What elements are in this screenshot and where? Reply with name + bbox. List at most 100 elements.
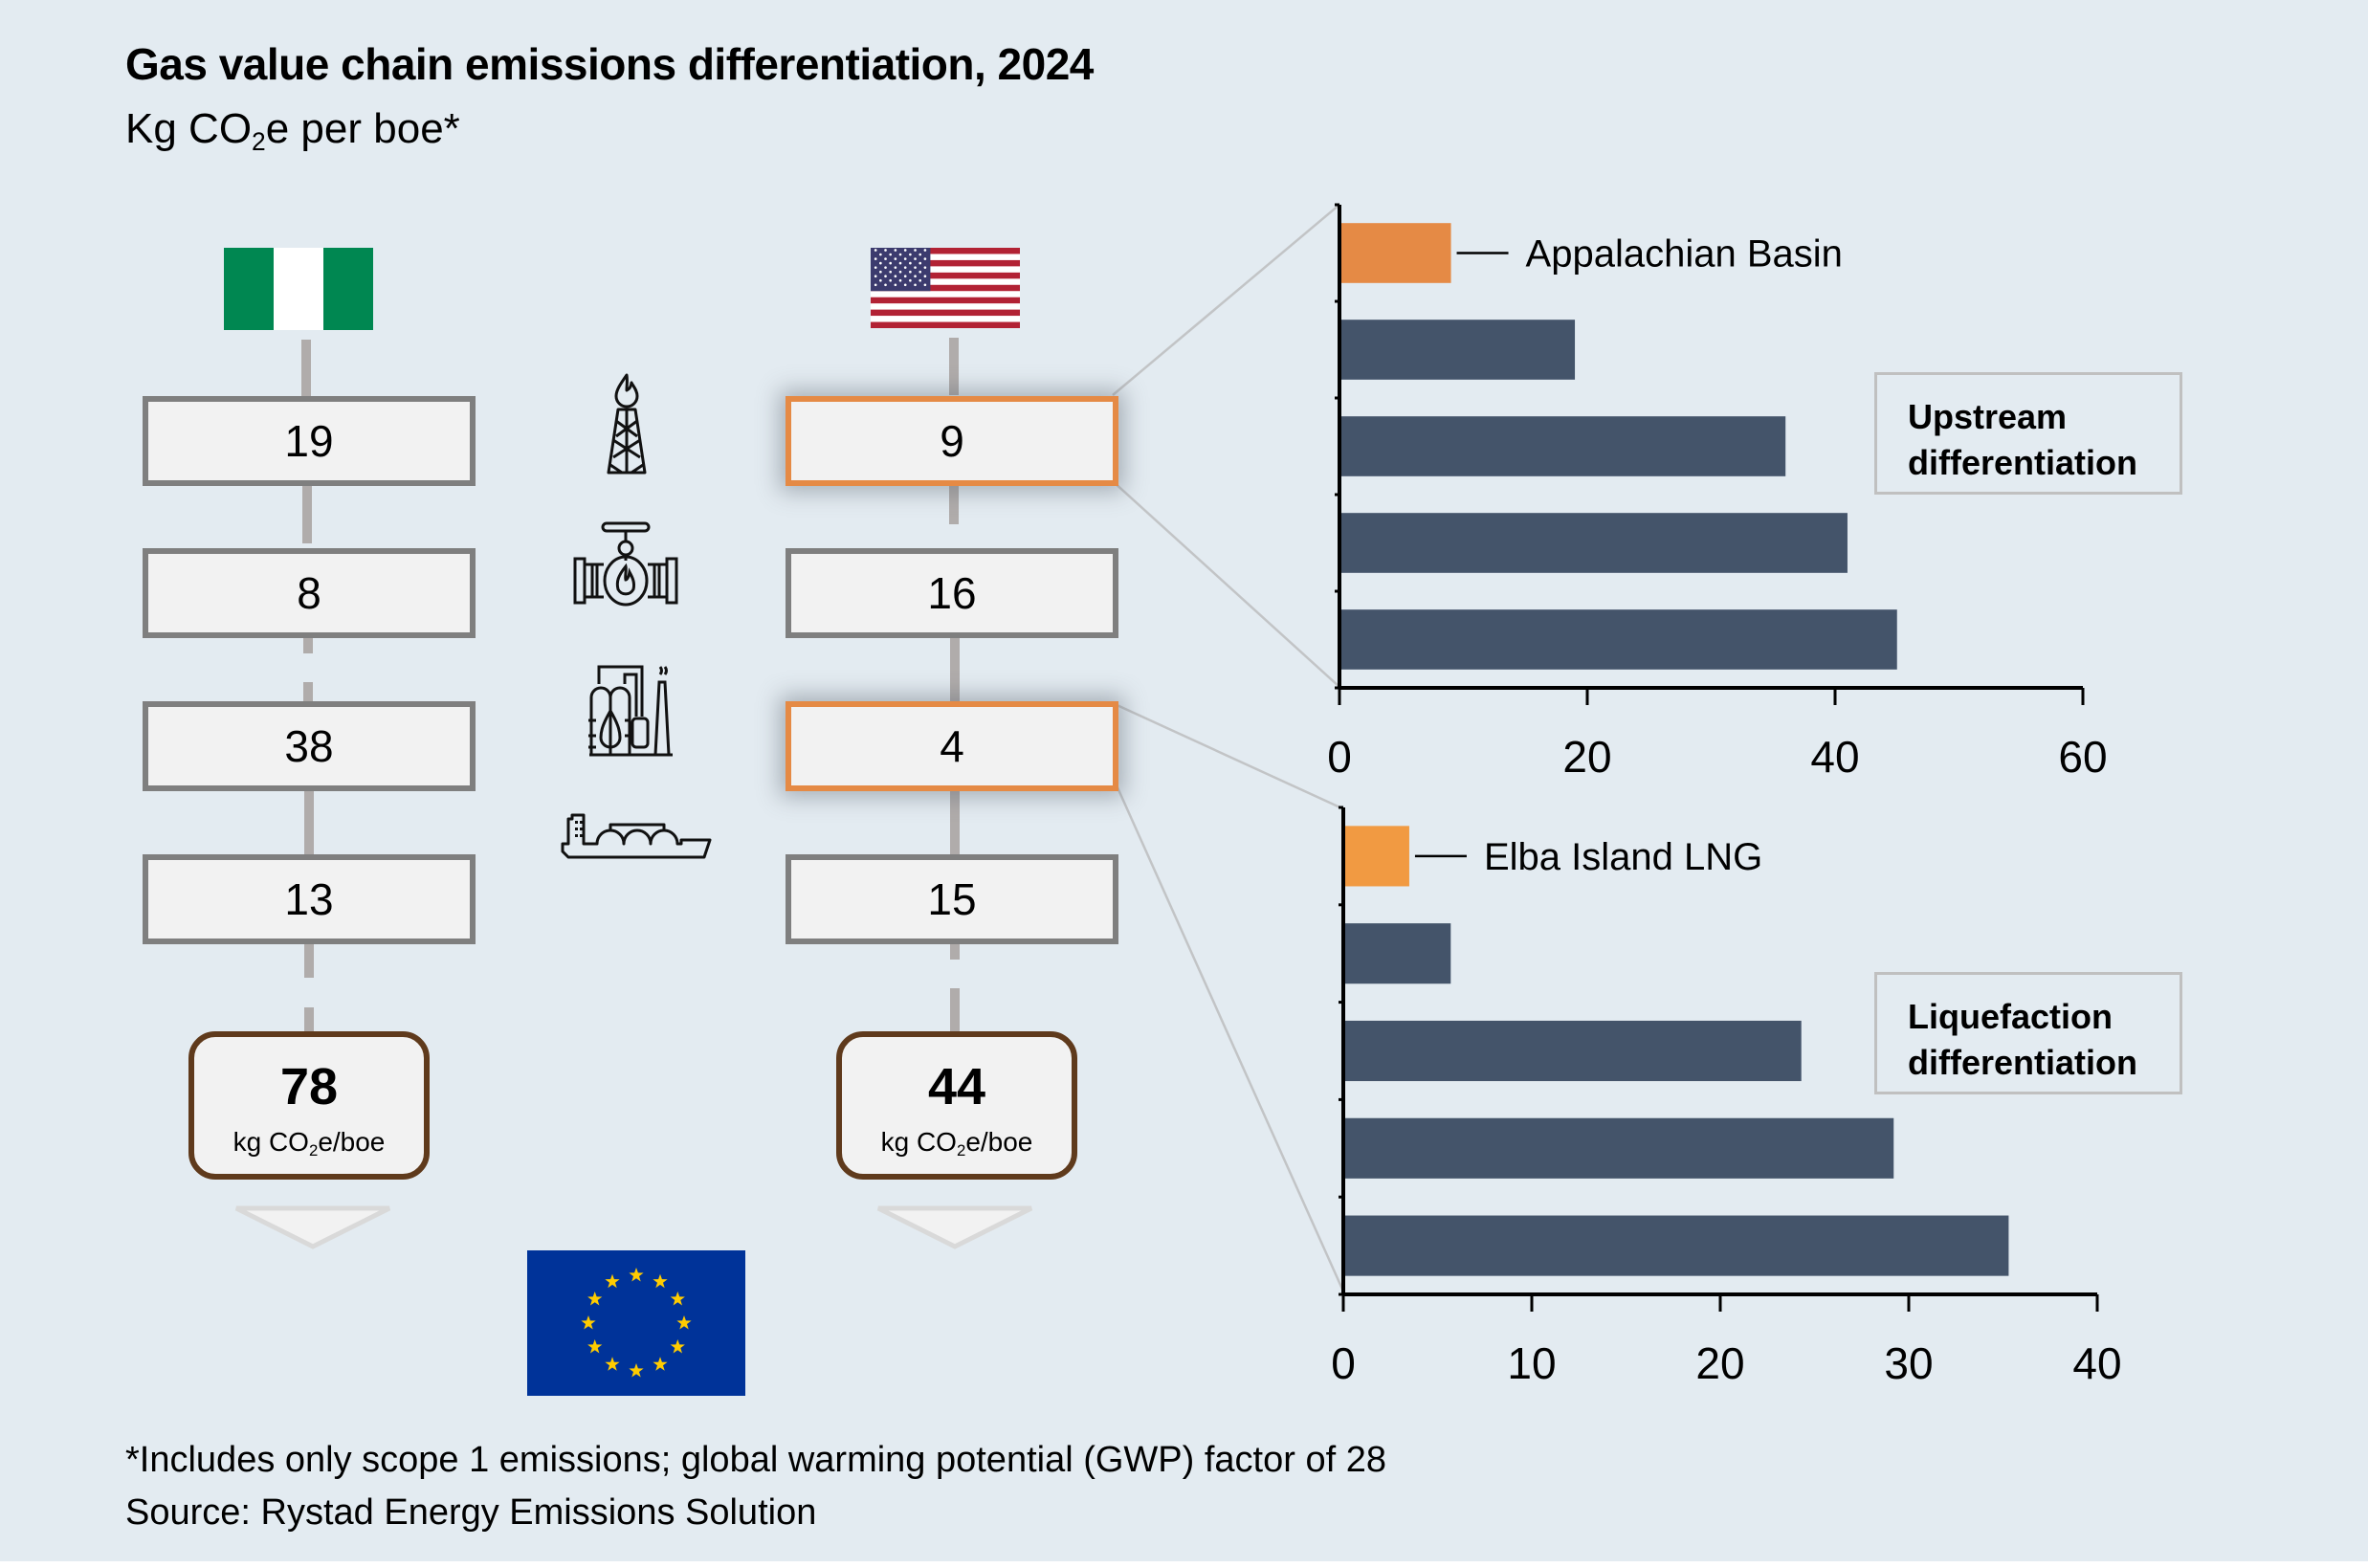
subtitle-subscript: 2	[252, 126, 266, 156]
bar	[1345, 923, 1451, 984]
x-tick-label: 10	[1507, 1338, 1556, 1388]
us-star	[923, 249, 927, 252]
us-star	[909, 278, 912, 282]
nigeria-connector	[304, 1007, 314, 1031]
us-total-value: 44	[927, 1058, 986, 1115]
us-star	[889, 253, 893, 256]
nigeria-total-box: 78 kg CO2e/boe	[188, 1031, 430, 1180]
us-star	[884, 283, 887, 287]
eu-star	[629, 1363, 644, 1378]
us-star	[914, 283, 917, 287]
us-star	[909, 270, 912, 274]
us-star	[914, 249, 917, 252]
us-star	[879, 261, 882, 265]
us-star	[914, 266, 917, 270]
nigeria-connector	[304, 791, 314, 854]
nigeria-total-value: 78	[279, 1058, 339, 1115]
highlighted-bar	[1345, 826, 1409, 887]
eu-star	[676, 1315, 692, 1330]
us-star	[898, 270, 902, 274]
liquefaction-differentiation-label: Liquefaction differentiation	[1874, 972, 2182, 1094]
nigeria-liquefaction-value: 38	[143, 701, 476, 791]
gas-rig-flare-icon	[607, 373, 647, 475]
bar	[1345, 1020, 1802, 1082]
us-star	[894, 275, 897, 278]
us-star	[874, 249, 877, 252]
x-tick-label: 0	[1327, 732, 1352, 782]
us-star	[918, 270, 922, 274]
us-star	[898, 253, 902, 256]
us-star	[918, 278, 922, 282]
nigeria-upstream-value: 19	[143, 396, 476, 486]
eu-star	[605, 1357, 620, 1371]
eu-star	[581, 1315, 596, 1330]
nigeria-connector	[304, 944, 314, 978]
source-note: Source: Rystad Energy Emissions Solution	[125, 1492, 817, 1533]
us-star	[894, 249, 897, 252]
upstream-connector-bottom	[1112, 480, 1340, 688]
bar	[1341, 513, 1848, 573]
us-star	[879, 253, 882, 256]
us-star	[874, 275, 877, 278]
us-connector	[949, 338, 959, 395]
x-tick-label: 60	[2058, 732, 2107, 782]
us-connector	[950, 638, 960, 701]
us-star	[884, 266, 887, 270]
subtitle-prefix: Kg CO	[125, 105, 253, 152]
us-star	[894, 266, 897, 270]
nigeria-flag	[224, 248, 373, 330]
us-star	[918, 253, 922, 256]
us-star	[923, 283, 927, 287]
us-star	[874, 283, 877, 287]
x-tick-label: 20	[1695, 1338, 1744, 1388]
nigeria-connector	[303, 638, 313, 653]
us-connector	[950, 944, 960, 960]
highlighted-bar	[1341, 223, 1451, 283]
us-star	[898, 261, 902, 265]
x-tick-label: 40	[2072, 1338, 2121, 1388]
us-liquefaction-value: 4	[786, 701, 1118, 791]
us-shipping-value: 15	[786, 854, 1118, 944]
us-star	[918, 261, 922, 265]
us-star	[879, 278, 882, 282]
bar	[1341, 609, 1897, 670]
subtitle-suffix: e per boe*	[265, 105, 460, 152]
eu-star	[605, 1273, 620, 1289]
us-star	[909, 253, 912, 256]
eu-star	[587, 1339, 603, 1354]
nigeria-shipping-value: 13	[143, 854, 476, 944]
us-star	[884, 249, 887, 252]
eu-star	[653, 1357, 668, 1371]
us-connector	[949, 481, 959, 524]
eu-star	[587, 1292, 603, 1306]
x-tick-label: 30	[1884, 1338, 1933, 1388]
liquefaction-connector-bottom	[1111, 776, 1346, 1294]
us-star	[903, 257, 907, 260]
us-star	[903, 275, 907, 278]
x-tick-label: 20	[1562, 732, 1611, 782]
us-star	[923, 257, 927, 260]
us-star	[909, 261, 912, 265]
unit-subscript: 2	[956, 1141, 966, 1160]
bar	[1345, 1215, 2009, 1276]
us-star	[884, 257, 887, 260]
us-star	[889, 261, 893, 265]
us-star	[914, 257, 917, 260]
x-tick-label: 0	[1331, 1338, 1356, 1388]
us-down-arrow-icon	[876, 1205, 1033, 1249]
eu-flag	[527, 1250, 745, 1396]
liquefaction-connector-top	[1112, 701, 1345, 811]
us-pipeline-value: 16	[786, 548, 1118, 638]
footnote: *Includes only scope 1 emissions; global…	[125, 1440, 1386, 1480]
us-connector	[950, 988, 960, 1031]
us-star	[923, 275, 927, 278]
us-star	[903, 283, 907, 287]
lng-plant-icon	[588, 665, 673, 757]
us-star	[889, 270, 893, 274]
upstream-bar-chart: 0 20 40 60 Appalachian Basin	[1327, 203, 2108, 782]
nigeria-connector	[303, 682, 313, 701]
us-star	[889, 278, 893, 282]
unit-subscript: 2	[308, 1141, 319, 1160]
